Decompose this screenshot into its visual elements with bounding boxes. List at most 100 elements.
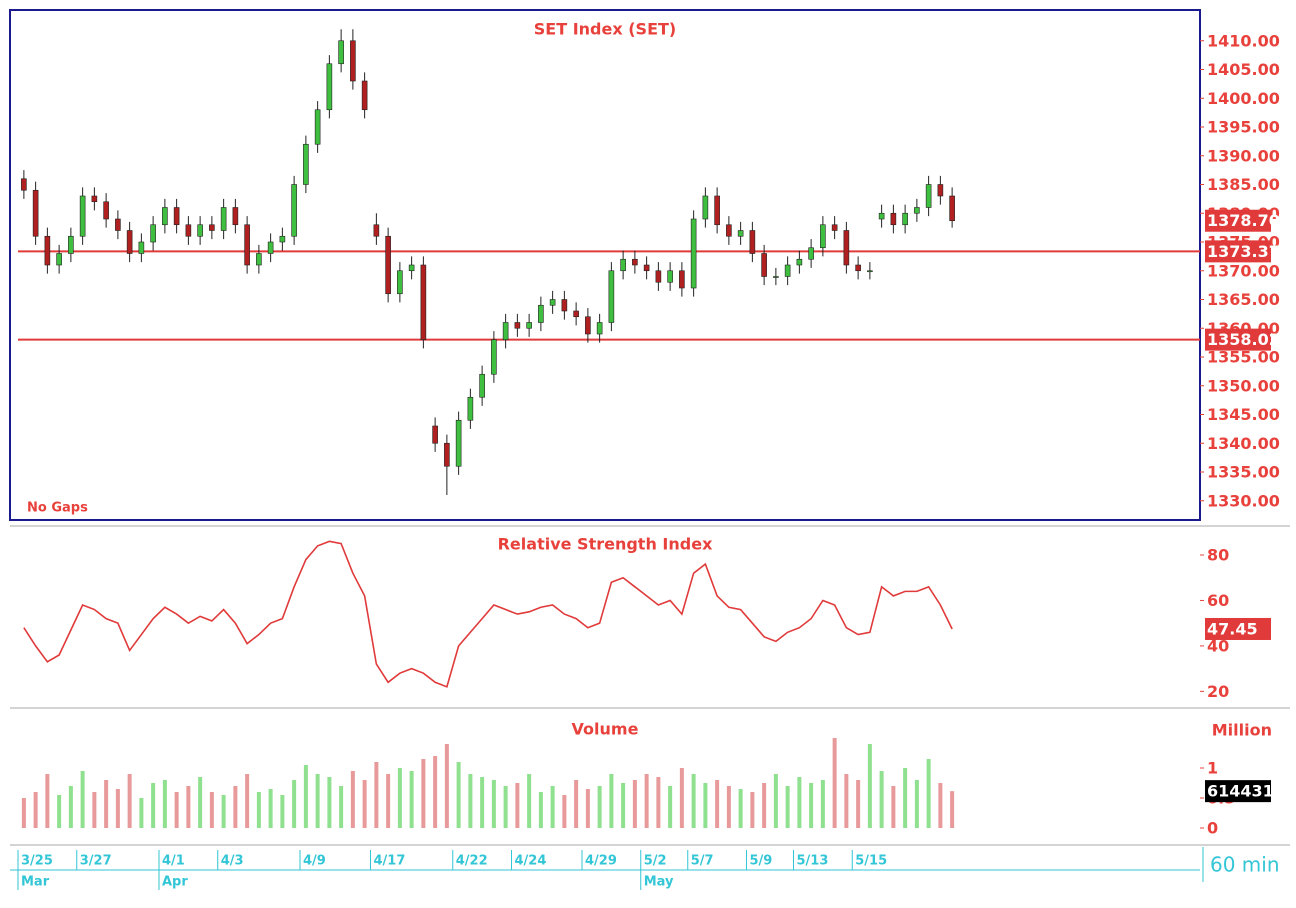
volume-bar — [550, 786, 555, 828]
volume-bar — [585, 789, 590, 828]
volume-bar — [738, 789, 743, 828]
candle-body — [209, 224, 215, 231]
y-tick-label: 20 — [1207, 682, 1229, 701]
value-tag-label: 1378.70 — [1207, 211, 1280, 230]
volume-bar — [233, 786, 238, 828]
note: No Gaps — [27, 501, 88, 516]
candle-body — [643, 264, 650, 272]
candle-body — [79, 195, 86, 237]
price-panel — [9, 9, 1201, 521]
volume-bar — [92, 792, 97, 828]
volume-bar — [844, 774, 849, 828]
volume-bar — [809, 783, 814, 828]
volume-bar — [397, 768, 402, 828]
volume-bar — [374, 762, 379, 828]
candle-body — [338, 40, 344, 65]
volume-bar — [891, 786, 896, 828]
volume-bar — [609, 774, 614, 828]
candle-body — [126, 230, 133, 254]
candle-body — [737, 230, 744, 237]
volume-bar — [562, 795, 567, 828]
candle-body — [173, 207, 180, 226]
candle-body — [267, 241, 274, 254]
date-label: 4/17 — [374, 854, 406, 869]
candle-body — [350, 40, 356, 82]
volume-bar — [480, 777, 485, 828]
chart-title: SET Index (SET) — [534, 20, 676, 39]
candle-body — [291, 184, 297, 237]
candle-body — [549, 299, 556, 306]
date-label: 5/2 — [644, 854, 667, 869]
y-tick-label: 1370.00 — [1207, 261, 1280, 280]
candle-body — [690, 218, 697, 289]
volume-bar — [632, 780, 637, 828]
volume-bar — [879, 771, 884, 828]
y-tick-label: 1405.00 — [1207, 60, 1280, 79]
candle-body — [220, 207, 227, 231]
candle-body — [68, 235, 74, 254]
date-label: 5/15 — [855, 854, 887, 869]
month-label: May — [644, 875, 674, 890]
candle-body — [620, 258, 626, 272]
volume-bar — [280, 795, 285, 828]
y-tick-label: 1 — [1207, 759, 1218, 778]
volume-bar — [574, 780, 579, 828]
y-tick-label: 1390.00 — [1207, 146, 1280, 165]
date-label: 4/3 — [221, 854, 244, 869]
volume-bar — [362, 780, 367, 828]
volume-bar — [867, 744, 872, 828]
candle-body — [32, 189, 39, 237]
volume-bar — [703, 783, 708, 828]
y-tick-label: 1410.00 — [1207, 31, 1280, 50]
y-tick-label: 1350.00 — [1207, 376, 1280, 395]
candle-body — [115, 218, 121, 231]
date-label: 4/22 — [456, 854, 488, 869]
date-label: 5/7 — [691, 854, 714, 869]
candle-body — [561, 299, 568, 312]
candle-body — [185, 224, 192, 237]
date-label: 4/29 — [585, 854, 617, 869]
rsi-line — [23, 540, 953, 688]
candle-body — [596, 322, 603, 335]
candle-body — [244, 224, 250, 266]
y-tick-label: 1335.00 — [1207, 463, 1280, 482]
interval: 60 min — [1210, 853, 1280, 877]
value-tag-label: 614431 — [1207, 782, 1274, 801]
volume-bar — [456, 762, 461, 828]
volume-bar — [127, 774, 132, 828]
candle-body — [878, 212, 885, 220]
volume-bar — [162, 780, 167, 828]
candle-body — [326, 63, 333, 111]
candle-body — [197, 224, 203, 237]
month-label: Apr — [162, 875, 188, 890]
volume-bar — [115, 789, 120, 828]
volume-bar — [773, 774, 778, 828]
value-tag — [1205, 328, 1271, 351]
volume-bar — [33, 792, 38, 828]
candle-body — [831, 224, 838, 231]
volume-bar — [468, 774, 473, 828]
volume-bar — [268, 789, 273, 828]
value-tag-label: 47.45 — [1207, 619, 1258, 638]
candle-body — [655, 270, 662, 283]
volume-bar — [926, 759, 931, 828]
y-tick-label: 1395.00 — [1207, 118, 1280, 137]
volume-bar — [327, 777, 332, 828]
volume-bar — [57, 795, 62, 828]
volume-bar — [315, 774, 320, 828]
volume-bar — [491, 780, 496, 828]
candle-body — [573, 310, 579, 318]
candle-body — [820, 224, 826, 249]
volume-bar — [726, 786, 731, 828]
volume-bar — [914, 780, 919, 828]
volume-bar — [209, 792, 214, 828]
candle-body — [514, 322, 521, 329]
y-tick-label: 40 — [1207, 636, 1229, 655]
volume-bar — [797, 777, 802, 828]
volume-bar — [303, 765, 308, 828]
volume-bar — [503, 786, 508, 828]
volume-bar — [785, 786, 790, 828]
y-tick-label: 1330.00 — [1207, 491, 1280, 510]
volume-bar — [750, 792, 755, 828]
